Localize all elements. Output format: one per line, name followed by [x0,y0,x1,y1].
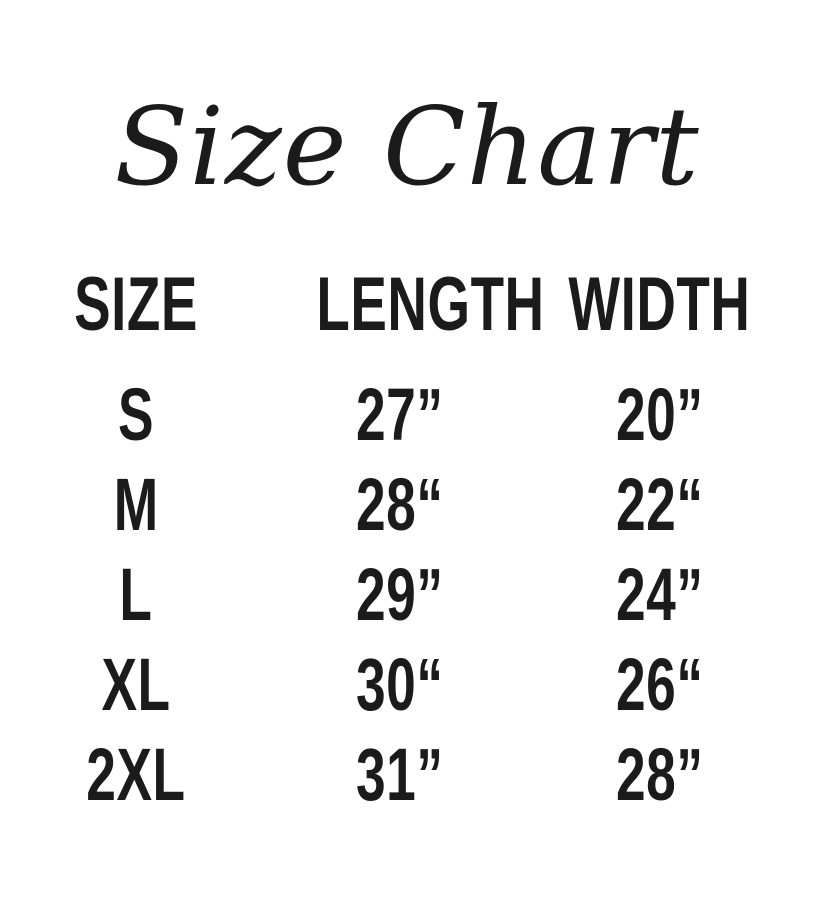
table-row-xl: XL 30“ 26“ [0,640,814,730]
header-width-label: WIDTH [568,262,751,347]
size-value: S [117,373,155,456]
width-value: 22“ [615,463,704,546]
width-value: 28” [615,733,704,816]
size-table: SIZE LENGTH WIDTH S 27” 20” M [0,260,814,820]
cell-size: S [0,378,272,452]
header-length-label: LENGTH [316,262,545,347]
header-size-label: SIZE [74,262,198,347]
length-value: 30“ [355,643,444,726]
table-row-m: M 28“ 22“ [0,460,814,550]
cell-length: 27” [272,378,527,452]
width-value: 26“ [615,643,704,726]
table-row-s: S 27” 20” [0,370,814,460]
cell-length: 29” [272,558,527,632]
length-value: 31” [355,733,444,816]
cell-size: M [0,468,272,542]
cell-size: L [0,558,272,632]
table-row-2xl: 2XL 31” 28” [0,730,814,820]
cell-size: XL [0,648,272,722]
cell-length: 31” [272,738,527,812]
header-cell-width: WIDTH [527,267,792,343]
header-cell-size: SIZE [0,267,272,343]
cell-length: 28“ [272,468,527,542]
width-value: 20” [615,373,704,456]
cell-width: 26“ [527,648,792,722]
cell-width: 28” [527,738,792,812]
page-title: Size Chart [114,85,700,210]
header-cell-length: LENGTH [272,267,544,343]
cell-width: 22“ [527,468,792,542]
table-row-l: L 29” 24” [0,550,814,640]
cell-size: 2XL [0,738,272,812]
length-value: 28“ [355,463,444,546]
size-value: 2XL [86,733,186,816]
cell-width: 20” [527,378,792,452]
size-value: XL [101,643,171,726]
size-value: M [113,463,159,546]
cell-length: 30“ [272,648,527,722]
length-value: 27” [355,373,444,456]
length-value: 29” [355,553,444,636]
cell-width: 24” [527,558,792,632]
width-value: 24” [615,553,704,636]
size-value: L [119,553,153,636]
table-header-row: SIZE LENGTH WIDTH [0,260,814,350]
